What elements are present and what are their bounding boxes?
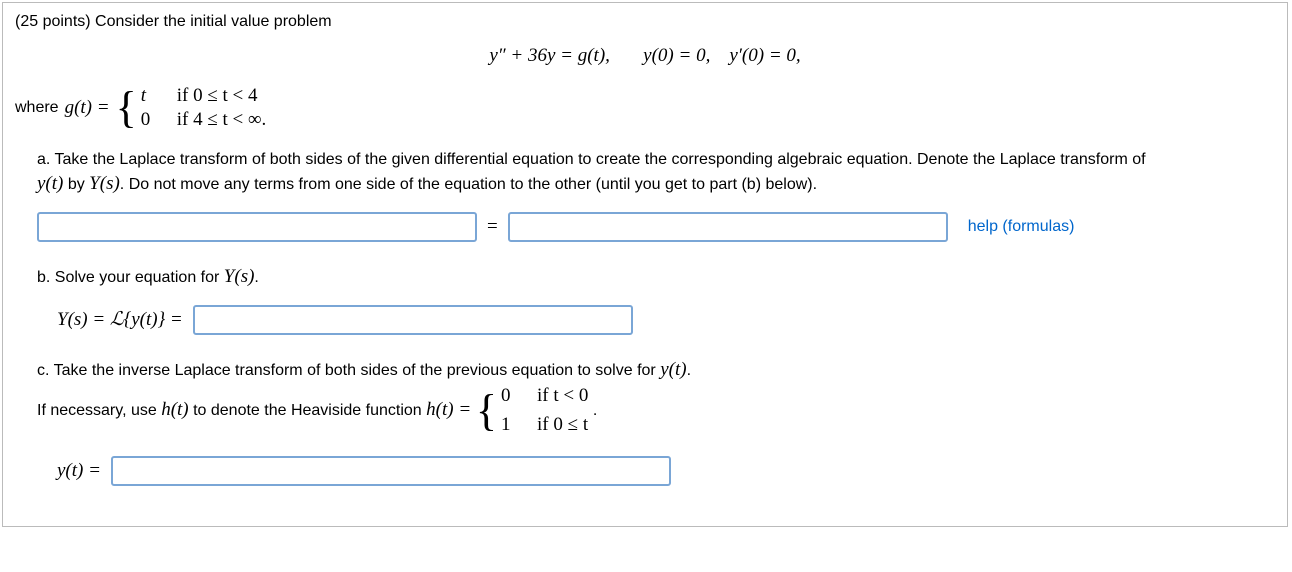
left-brace-icon: { — [116, 90, 137, 125]
part-b-text: b. Solve your equation for Y(s). — [37, 264, 1275, 291]
part-c-period1: . — [687, 362, 691, 379]
problem-header: (25 points) Consider the initial value p… — [15, 13, 1275, 31]
part-c-trail: . — [593, 402, 597, 419]
part-a-t3: . Do not move any terms from one side of… — [120, 176, 817, 193]
part-b-Ys: Y(s) — [224, 266, 255, 287]
problem-container: (25 points) Consider the initial value p… — [2, 2, 1288, 527]
piecewise-g: { t if 0 ≤ t < 4 0 if 4 ≤ t < ∞. — [116, 85, 267, 131]
part-b-eq-row: Y(s) = ℒ{y(t)} = — [37, 305, 1275, 335]
g-case2-cond: if 4 ≤ t < ∞. — [177, 109, 267, 131]
part-c-t1: Take the inverse Laplace transform of bo… — [54, 362, 661, 379]
h-case1-cond: if t < 0 — [537, 383, 588, 410]
part-b-input[interactable] — [193, 305, 633, 335]
h-case2-cond: if 0 ≤ t — [537, 412, 588, 439]
part-a-yt: y(t) — [37, 173, 63, 194]
part-a-eq-sign: = — [487, 216, 498, 238]
part-c-label: c. — [37, 362, 54, 379]
part-c-yt: y(t) — [660, 359, 686, 380]
part-a-label: a. — [37, 151, 55, 168]
where-row: where g(t) = { t if 0 ≤ t < 4 0 if 4 ≤ t… — [15, 85, 1275, 131]
part-a-right-input[interactable] — [508, 212, 948, 242]
part-a-eq-row: = help (formulas) — [37, 212, 1275, 242]
part-c-input[interactable] — [111, 456, 671, 486]
part-a-t1: Take the Laplace transform of both sides… — [55, 151, 1146, 168]
h-case2-val: 1 — [501, 412, 519, 439]
piecewise-h: { 0 if t < 0 1 if 0 ≤ t — [476, 383, 588, 438]
part-c-t3: to denote the Heaviside function — [189, 402, 427, 419]
part-c-hteq: h(t) = — [426, 399, 476, 420]
h-case1-val: 0 — [501, 383, 519, 410]
part-b-t: Solve your equation for — [55, 269, 224, 286]
part-c-text: c. Take the inverse Laplace transform of… — [37, 357, 1275, 439]
eq-ic1: y(0) = 0, — [643, 45, 710, 66]
part-c: c. Take the inverse Laplace transform of… — [37, 357, 1275, 487]
left-brace-h-icon: { — [476, 393, 497, 428]
g-of-t: g(t) = — [65, 97, 110, 119]
part-a-t2: by — [68, 176, 89, 193]
part-b-lhs: Y(s) = ℒ{y(t)} = — [57, 308, 183, 331]
help-formulas-link[interactable]: help (formulas) — [968, 218, 1075, 236]
part-b-label: b. — [37, 269, 55, 286]
g-case1-val: t — [141, 85, 159, 107]
part-a-left-input[interactable] — [37, 212, 477, 242]
part-c-t2: If necessary, use — [37, 402, 161, 419]
where-label: where — [15, 99, 59, 117]
part-a: a. Take the Laplace transform of both si… — [37, 149, 1275, 242]
main-equation: y″ + 36y = g(t), y(0) = 0, y′(0) = 0, — [15, 45, 1275, 67]
g-case2-val: 0 — [141, 109, 159, 131]
part-a-text: a. Take the Laplace transform of both si… — [37, 149, 1275, 198]
part-c-lhs: y(t) = — [57, 460, 101, 482]
part-c-ht: h(t) — [161, 399, 188, 420]
part-a-Ys: Y(s) — [89, 173, 120, 194]
part-b-period: . — [254, 269, 258, 286]
eq-ic2: y′(0) = 0, — [729, 45, 800, 66]
g-case1-cond: if 0 ≤ t < 4 — [177, 85, 258, 107]
part-c-eq-row: y(t) = — [37, 456, 1275, 486]
eq-de: y″ + 36y = g(t), — [489, 45, 610, 66]
part-b: b. Solve your equation for Y(s). Y(s) = … — [37, 264, 1275, 335]
